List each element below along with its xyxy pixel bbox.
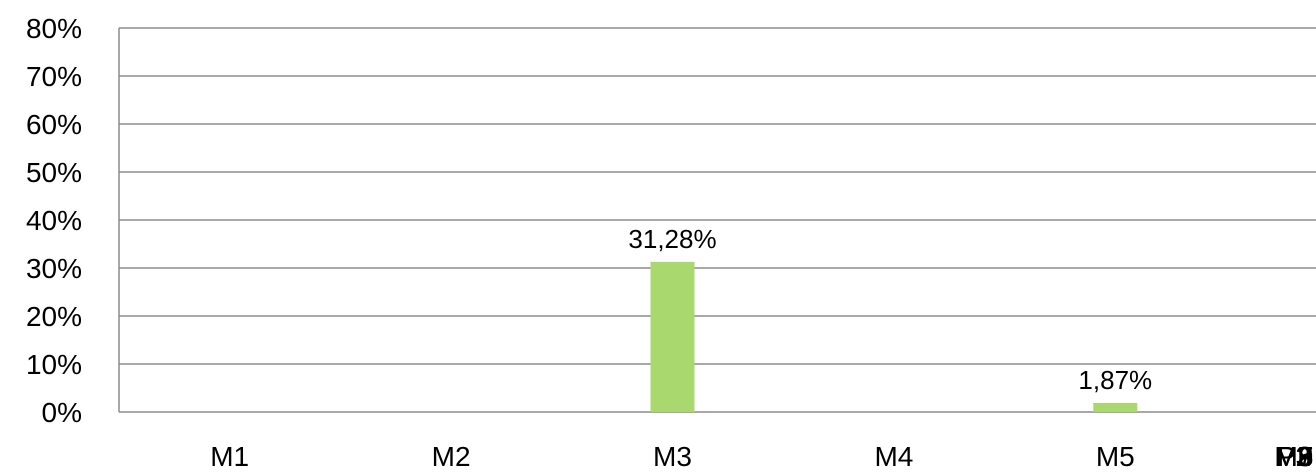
- y-tick-label: 0%: [42, 397, 82, 428]
- y-tick-label: 40%: [26, 205, 82, 236]
- category-label-m5: M5: [1096, 441, 1135, 472]
- y-tick-label: 20%: [26, 301, 82, 332]
- category-label-m7: M7: [1275, 441, 1314, 472]
- category-label-m3: M3: [653, 441, 692, 472]
- y-tick-label: 80%: [26, 13, 82, 44]
- y-tick-label: 50%: [26, 157, 82, 188]
- bar-m3: [650, 261, 695, 412]
- category-label-m4: M4: [874, 441, 913, 472]
- data-labels: 31,28%1,87%66,84%: [628, 224, 1152, 395]
- category-label-m8: M8: [1275, 441, 1314, 472]
- category-label-p3: P3: [1277, 441, 1311, 472]
- gridlines: [119, 27, 1316, 365]
- y-tick-label: 60%: [26, 109, 82, 140]
- bar-m5: [1093, 403, 1138, 412]
- y-tick-label: 70%: [26, 61, 82, 92]
- category-label-m1: M1: [210, 441, 249, 472]
- y-axis-tick-labels: 0% 10% 20% 30% 40% 50% 60% 70% 80%: [26, 13, 82, 428]
- y-tick-label: 10%: [26, 349, 82, 380]
- data-label-m3: 31,28%: [628, 224, 716, 254]
- category-label-m2: M2: [432, 441, 471, 472]
- data-label-m5: 1,87%: [1078, 365, 1152, 395]
- y-tick-label: 30%: [26, 253, 82, 284]
- category-label-m6: M6: [1275, 441, 1314, 472]
- category-label-m9: M9: [1275, 441, 1314, 472]
- category-label-p2: P2: [1277, 441, 1311, 472]
- bars: [650, 261, 1138, 412]
